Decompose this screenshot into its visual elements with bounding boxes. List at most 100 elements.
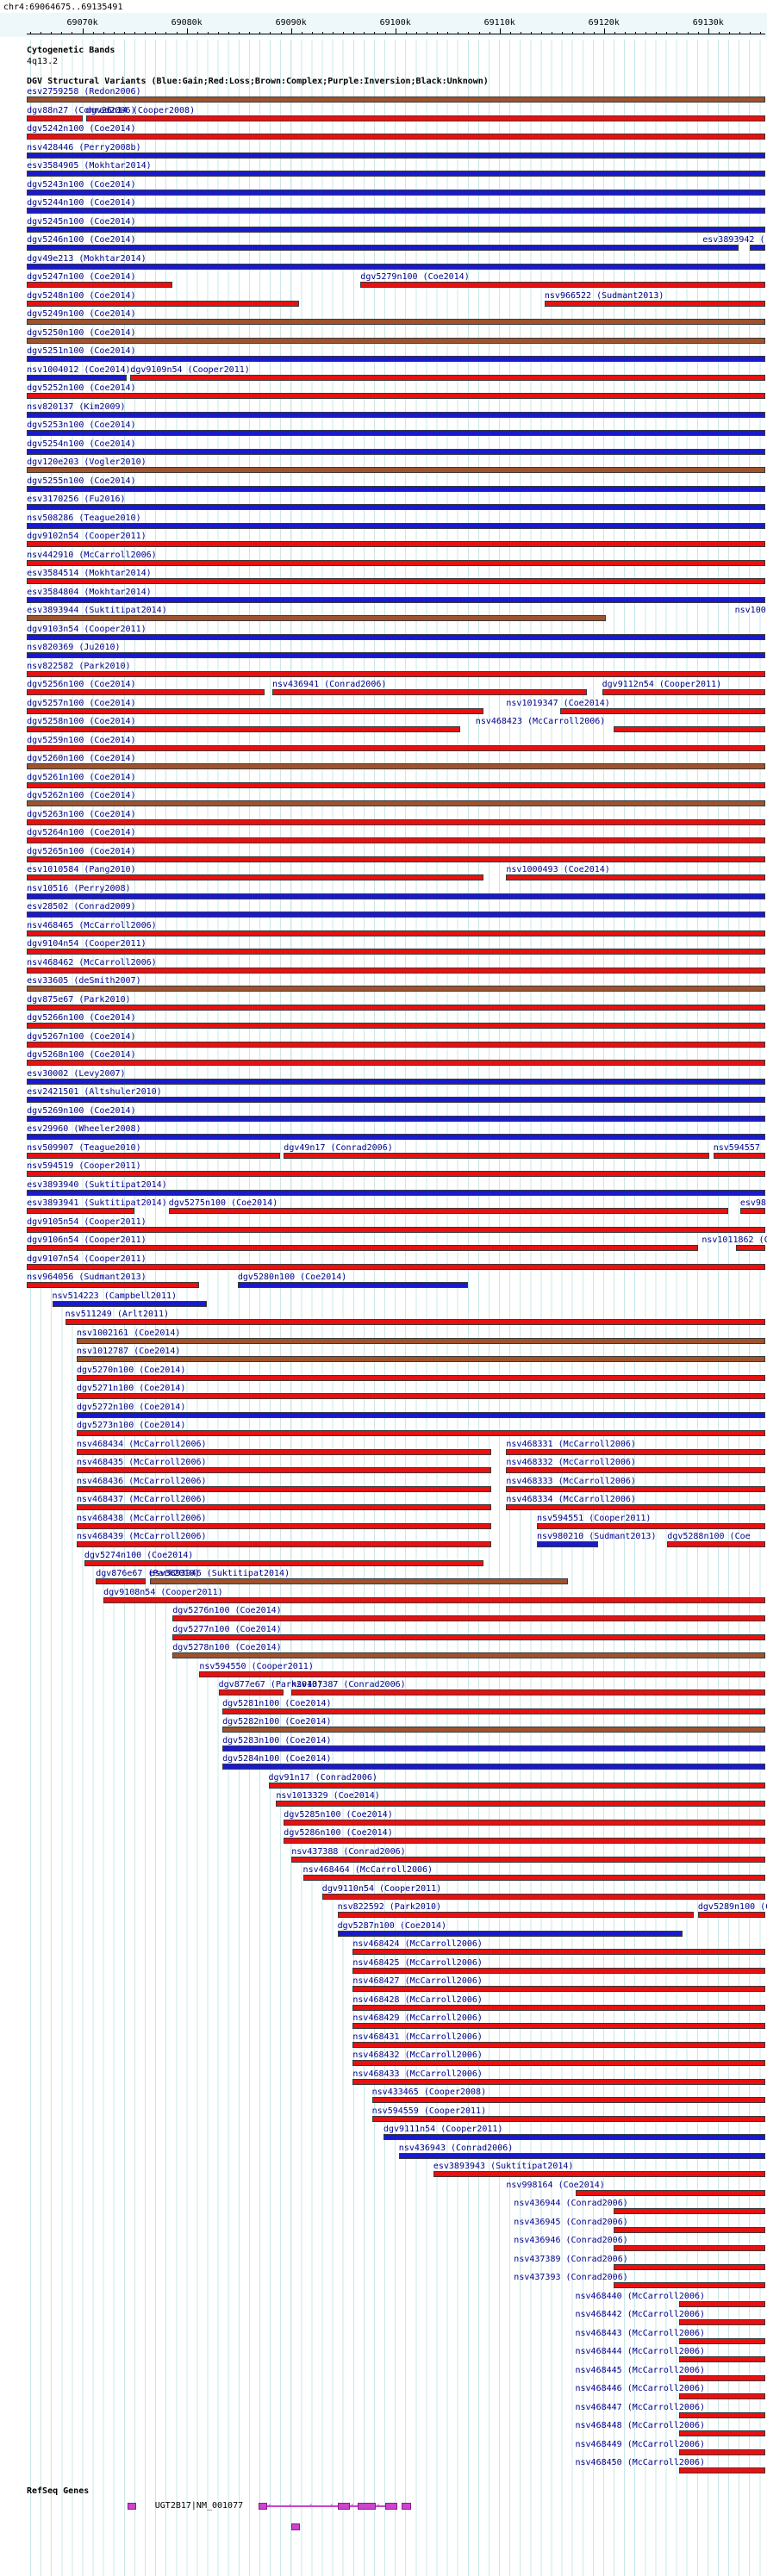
variant-label[interactable]: nsv468450 (McCarroll2006)	[575, 2458, 706, 2467]
variant-bar-loss[interactable]	[360, 282, 766, 288]
variant-label[interactable]: nsv436944 (Conrad2006)	[514, 2199, 628, 2208]
variant-bar-gain[interactable]	[398, 2152, 766, 2159]
variant-label[interactable]: nsv442910 (McCarroll2006)	[27, 550, 157, 560]
variant-bar-gain[interactable]	[384, 2134, 766, 2140]
variant-bar-loss[interactable]	[544, 300, 766, 307]
variant-label[interactable]: dgv91n17 (Conrad2006)	[268, 1772, 377, 1783]
variant-bar-loss[interactable]	[27, 393, 766, 399]
variant-bar-loss[interactable]	[602, 689, 766, 695]
variant-bar-loss[interactable]	[713, 1152, 766, 1159]
variant-label[interactable]: nsv1001	[734, 606, 767, 615]
variant-label[interactable]: esv2759258 (Redon2006)	[27, 87, 141, 96]
variant-label[interactable]: dgv5265n100 (Coe2014)	[27, 846, 136, 856]
variant-label[interactable]: dgv5282n100 (Coe2014)	[222, 1717, 332, 1727]
variant-bar-loss[interactable]	[268, 1782, 766, 1789]
variant-bar-gain[interactable]	[27, 171, 766, 177]
variant-label[interactable]: dgv5252n100 (Coe2014)	[27, 383, 136, 393]
variant-bar-gain[interactable]	[237, 1282, 468, 1288]
variant-label[interactable]: esv3893942 (	[702, 235, 765, 245]
variant-bar-loss[interactable]	[614, 726, 766, 732]
variant-label[interactable]: nsv508286 (Teague2010)	[27, 513, 141, 523]
variant-bar-loss[interactable]	[27, 134, 766, 140]
variant-bar-gain[interactable]	[27, 374, 127, 381]
variant-bar-loss[interactable]	[678, 2356, 766, 2362]
variant-label[interactable]: dgv877e67 (Park2010)	[218, 1680, 323, 1689]
variant-label[interactable]: dgv5286n100 (Coe2014)	[284, 1828, 393, 1838]
variant-bar-loss[interactable]	[27, 1060, 766, 1066]
variant-label[interactable]: dgv5285n100 (Coe2014)	[284, 1809, 393, 1820]
variant-label[interactable]: dgv5262n100 (Coe2014)	[27, 791, 136, 800]
variant-label[interactable]: dgv5272n100 (Coe2014)	[77, 1402, 186, 1412]
variant-bar-gain[interactable]	[27, 485, 766, 492]
variant-label[interactable]: dgv9105n54 (Cooper2011)	[27, 1216, 147, 1227]
variant-label[interactable]: dgv120e203 (Vogler2010)	[27, 457, 147, 467]
variant-label[interactable]: esv29960 (Wheeler2008)	[27, 1124, 141, 1134]
variant-bar-loss[interactable]	[678, 2467, 766, 2473]
variant-bar-loss[interactable]	[736, 1245, 766, 1251]
variant-label[interactable]: dgv5259n100 (Coe2014)	[27, 735, 136, 745]
variant-bar-complex[interactable]	[27, 800, 766, 806]
variant-bar-gain[interactable]	[27, 430, 766, 436]
variant-bar-loss[interactable]	[103, 1596, 766, 1603]
variant-bar-gain[interactable]	[27, 504, 766, 510]
variant-label[interactable]: nsv468442 (McCarroll2006)	[575, 2310, 706, 2319]
variant-bar-complex[interactable]	[27, 467, 766, 473]
exon-box[interactable]	[357, 2502, 377, 2510]
variant-bar-loss[interactable]	[678, 2393, 766, 2399]
variant-label[interactable]: nsv1011862 (Coe	[702, 1235, 767, 1245]
variant-bar-gain[interactable]	[27, 633, 766, 640]
variant-label[interactable]: nsv10516 (Perry2008)	[27, 883, 131, 893]
variant-label[interactable]: nsv820137 (Kim2009)	[27, 401, 126, 412]
variant-bar-complex[interactable]	[27, 763, 766, 769]
variant-bar-gain[interactable]	[337, 1930, 683, 1937]
variant-label[interactable]: dgv5284n100 (Coe2014)	[222, 1754, 332, 1764]
variant-bar-loss[interactable]	[678, 2300, 766, 2307]
variant-label[interactable]: nsv433465 (Cooper2008)	[371, 2088, 487, 2097]
variant-bar-complex[interactable]	[149, 1578, 568, 1584]
variant-label[interactable]: nsv428446 (Perry2008b)	[27, 142, 141, 152]
variant-bar-loss[interactable]	[27, 949, 766, 955]
variant-label[interactable]: dgv5247n100 (Coe2014)	[27, 272, 136, 282]
variant-label[interactable]: nsv468445 (McCarroll2006)	[575, 2365, 706, 2375]
variant-label[interactable]: nsv468448 (McCarroll2006)	[575, 2421, 706, 2430]
variant-bar-loss[interactable]	[27, 818, 766, 825]
variant-bar-loss[interactable]	[27, 1152, 280, 1159]
variant-bar-loss[interactable]	[27, 967, 766, 974]
variant-label[interactable]: nsv998164 (Coe2014)	[506, 2180, 605, 2190]
variant-label[interactable]: dgv5258n100 (Coe2014)	[27, 717, 136, 726]
variant-label[interactable]: nsv468428 (McCarroll2006)	[352, 1994, 483, 2005]
variant-bar-loss[interactable]	[321, 1893, 766, 1900]
variant-bar-loss[interactable]	[291, 1856, 766, 1863]
variant-bar-loss[interactable]	[352, 2060, 766, 2066]
variant-bar-loss[interactable]	[284, 1152, 710, 1159]
variant-label[interactable]: nsv468464 (McCarroll2006)	[302, 1865, 433, 1875]
variant-bar-loss[interactable]	[352, 2041, 766, 2048]
variant-bar-loss[interactable]	[284, 1838, 766, 1844]
variant-bar-loss[interactable]	[27, 1226, 766, 1233]
variant-bar-gain[interactable]	[27, 448, 766, 455]
variant-bar-loss[interactable]	[678, 2319, 766, 2325]
variant-bar-gain[interactable]	[52, 1300, 208, 1307]
variant-label[interactable]: nsv822592 (Park2010)	[337, 1902, 442, 1912]
variant-label[interactable]: nsv822582 (Park2010)	[27, 661, 131, 671]
variant-bar-loss[interactable]	[218, 1689, 284, 1696]
variant-bar-loss[interactable]	[739, 1208, 766, 1214]
variant-bar-loss[interactable]	[352, 1967, 766, 1974]
variant-label[interactable]: nsv1004012 (Coe2014)	[27, 364, 131, 375]
variant-bar-loss[interactable]	[77, 1448, 491, 1455]
variant-bar-loss[interactable]	[506, 1485, 766, 1492]
variant-bar-loss[interactable]	[27, 874, 483, 880]
variant-label[interactable]: esv3893941 (Suktitipat2014)	[27, 1198, 167, 1208]
variant-label[interactable]: nsv468429 (McCarroll2006)	[352, 2013, 483, 2023]
variant-label[interactable]: nsv468435 (McCarroll2006)	[77, 1458, 207, 1467]
variant-bar-loss[interactable]	[575, 2189, 766, 2196]
variant-bar-loss[interactable]	[697, 1912, 766, 1918]
variant-bar-complex[interactable]	[27, 986, 766, 992]
variant-label[interactable]: dgv876e67 (Park2010)	[96, 1569, 200, 1578]
variant-bar-loss[interactable]	[222, 1708, 766, 1714]
variant-label[interactable]: dgv5244n100 (Coe2014)	[27, 198, 136, 208]
variant-bar-loss[interactable]	[678, 2374, 766, 2381]
variant-label[interactable]: dgv5250n100 (Coe2014)	[27, 327, 136, 338]
variant-bar-loss[interactable]	[199, 1671, 766, 1677]
variant-label[interactable]: dgv5276n100 (Coe2014)	[172, 1606, 282, 1615]
